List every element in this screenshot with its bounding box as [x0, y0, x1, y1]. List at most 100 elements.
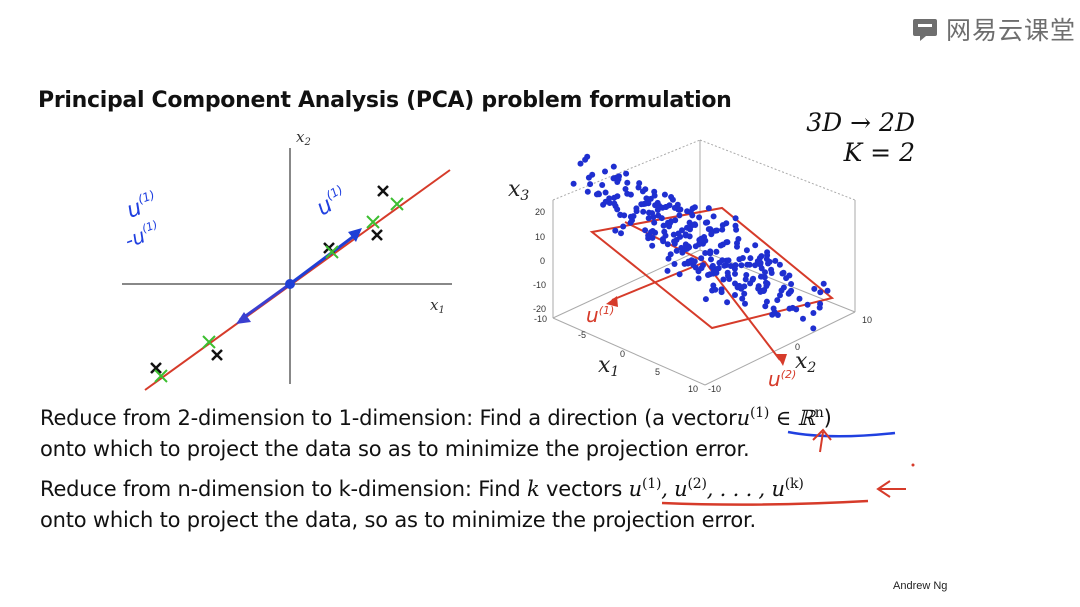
- scatter-point: [732, 262, 739, 269]
- scatter-point: [671, 204, 678, 211]
- scatter-point: [698, 265, 705, 272]
- scatter-point: [820, 280, 827, 287]
- scatter-point: [661, 191, 668, 198]
- z-tick: -10: [533, 280, 546, 290]
- scatter-point: [746, 261, 753, 268]
- y-tick: 10: [862, 315, 872, 325]
- x2-label: x2: [296, 128, 311, 148]
- scatter-point: [750, 275, 757, 282]
- u1-vector: [289, 231, 359, 286]
- scatter-point: [664, 267, 671, 274]
- scatter-point: [719, 226, 726, 233]
- body-line-3: Reduce from n-dimension to k-dimension: …: [40, 476, 804, 501]
- scatter-point: [778, 287, 785, 294]
- plot3d-ticks: 20 10 0 -10 -20 -10 -5 0 5 10 -10 0 10: [533, 207, 872, 394]
- scatter-point: [677, 206, 684, 213]
- projected-points: [154, 197, 404, 383]
- scatter-point: [684, 245, 691, 252]
- scatter-point: [762, 303, 769, 310]
- author-credit: Andrew Ng: [893, 580, 948, 592]
- scatter-point: [709, 262, 716, 269]
- scatter-point: [638, 201, 645, 208]
- scatter-point: [762, 269, 768, 276]
- scatter-point: [766, 258, 773, 265]
- z-tick: 0: [540, 256, 545, 266]
- origin-point: [285, 279, 295, 289]
- scatter-point: [671, 238, 678, 245]
- scatter-point: [702, 219, 709, 226]
- scatter-point: [627, 191, 634, 198]
- scatter-point: [742, 276, 749, 283]
- scatter-point: [650, 214, 657, 221]
- scatter-point: [584, 188, 591, 195]
- scatter-point: [660, 222, 667, 229]
- scatter-point: [752, 242, 759, 249]
- x-tick: 0: [620, 349, 625, 359]
- scatter-point: [676, 212, 683, 219]
- z-tick: 10: [535, 232, 545, 242]
- scatter-point: [662, 232, 669, 239]
- line3-k: k: [526, 477, 540, 501]
- watermark: 网易云课堂: [912, 12, 1076, 46]
- scatter-point: [741, 290, 748, 297]
- scatter-point: [724, 299, 731, 306]
- scatter-point: [708, 256, 714, 263]
- scatter-point: [599, 182, 606, 188]
- scatter-point: [734, 243, 740, 250]
- scatter-point: [643, 195, 650, 202]
- scatter-point: [785, 290, 792, 297]
- scatter-point: [723, 220, 730, 227]
- line3-text: Reduce from n-dimension to k-dimension: …: [40, 477, 521, 501]
- scatter-point: [696, 214, 703, 221]
- scatter-point: [676, 271, 683, 278]
- scatter-point: [670, 231, 677, 238]
- scatter-point: [692, 264, 699, 271]
- scatter-point: [665, 219, 671, 226]
- scatter-point: [623, 170, 630, 177]
- annot-u1-left: u(1): [123, 188, 161, 224]
- scatter-point: [769, 311, 776, 318]
- u1-arrowhead: [348, 228, 362, 242]
- scatter-point: [672, 217, 679, 224]
- scatter-point: [789, 304, 796, 311]
- scatter-point: [800, 315, 806, 322]
- scatter-point: [717, 242, 724, 249]
- dimension-note: 3D → 2D K = 2: [806, 108, 915, 168]
- scatter-point: [732, 270, 738, 277]
- u2-arrowhead-3d: [776, 354, 787, 366]
- scatter-point: [686, 219, 693, 226]
- scatter-point: [733, 226, 740, 233]
- body-line-1: Reduce from 2-dimension to 1-dimension: …: [40, 405, 832, 430]
- body-line-4: onto which to project the data, so as to…: [40, 508, 757, 532]
- scatter-point: [760, 288, 767, 294]
- scatter-point: [697, 236, 704, 243]
- z-tick: 20: [535, 207, 545, 217]
- scatter-point: [633, 208, 640, 215]
- scatter-point: [687, 226, 693, 233]
- projected-point: [154, 369, 168, 383]
- scatter-point: [705, 205, 712, 212]
- scatter-point: [627, 219, 634, 226]
- scatter-point: [695, 275, 702, 282]
- scatter-point: [615, 176, 622, 183]
- scatter-point: [602, 189, 609, 196]
- scatter-point: [614, 193, 621, 200]
- scatter-point: [635, 184, 642, 191]
- scatter-point: [716, 259, 723, 266]
- watermark-text: 网易云课堂: [946, 16, 1077, 45]
- scatter-point: [770, 305, 777, 312]
- scatter-point: [610, 163, 617, 170]
- scatter-point: [612, 227, 619, 234]
- scatter-point: [817, 300, 824, 307]
- scatter-point: [651, 192, 658, 199]
- z-tick: -20: [533, 304, 546, 314]
- scatter-point: [774, 312, 781, 318]
- scatter-point: [817, 289, 824, 296]
- scatter-point: [739, 255, 746, 261]
- scatter-point: [611, 200, 618, 207]
- scatter-point: [804, 301, 811, 308]
- scatter-point: [593, 191, 600, 198]
- scatter-point: [735, 236, 742, 242]
- x-tick: 10: [688, 384, 698, 394]
